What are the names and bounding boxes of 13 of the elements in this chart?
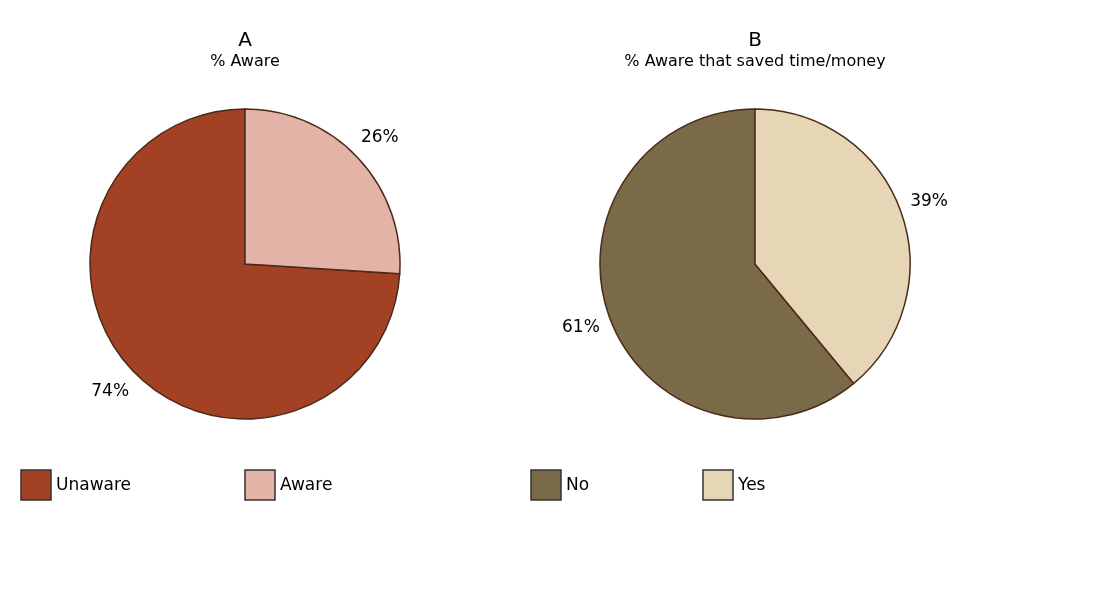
chart-title: A <box>238 27 253 51</box>
chart-subtitle: % Aware <box>210 51 280 70</box>
legend-label: Unaware <box>56 474 132 494</box>
data-label: 39% <box>910 190 948 211</box>
legend-label: No <box>566 474 590 494</box>
data-label: 61% <box>562 315 600 336</box>
data-label: 74% <box>91 379 130 400</box>
chart-subtitle: % Aware that saved time/money <box>624 51 886 70</box>
legend-label: Aware <box>280 474 333 494</box>
data-label: 26% <box>360 126 399 147</box>
legend-label: Yes <box>737 474 766 494</box>
pie-slice <box>89 108 401 420</box>
chart-title: B <box>748 27 762 51</box>
